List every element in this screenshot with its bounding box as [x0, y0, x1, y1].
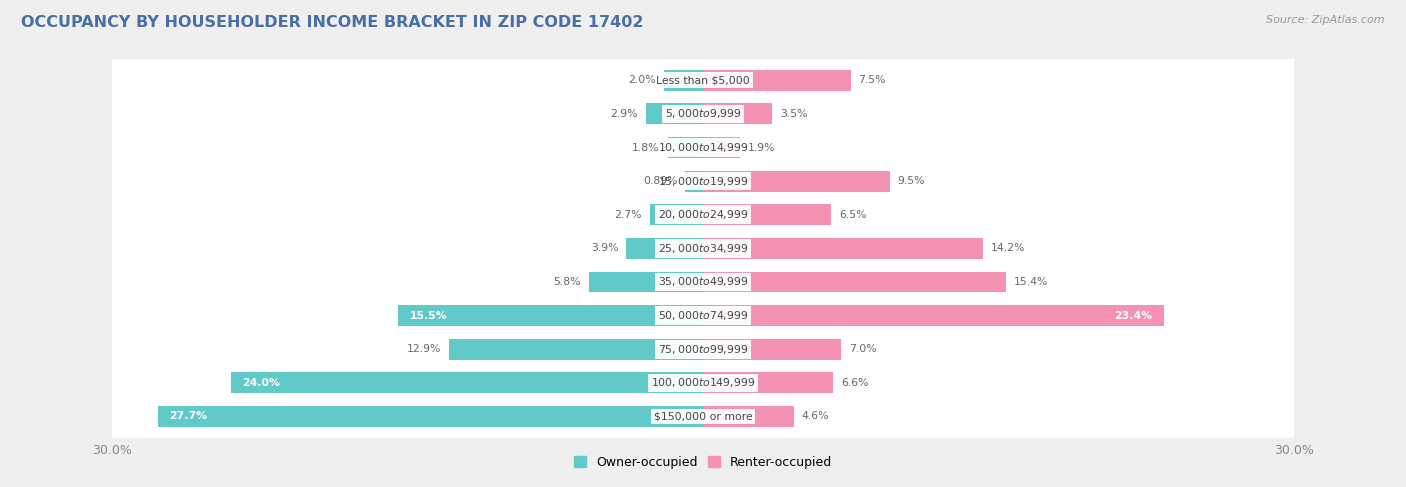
- Text: $25,000 to $34,999: $25,000 to $34,999: [658, 242, 748, 255]
- Text: $20,000 to $24,999: $20,000 to $24,999: [658, 208, 748, 221]
- Bar: [398, 305, 703, 326]
- Text: $75,000 to $99,999: $75,000 to $99,999: [658, 343, 748, 356]
- Bar: [703, 272, 1007, 292]
- Bar: [703, 373, 832, 393]
- Text: 2.0%: 2.0%: [628, 75, 655, 85]
- Text: 3.5%: 3.5%: [780, 109, 807, 119]
- Text: 2.7%: 2.7%: [614, 210, 643, 220]
- Text: 15.4%: 15.4%: [1014, 277, 1049, 287]
- Bar: [668, 137, 703, 158]
- Bar: [686, 171, 703, 191]
- Text: Less than $5,000: Less than $5,000: [657, 75, 749, 85]
- Text: $150,000 or more: $150,000 or more: [654, 412, 752, 421]
- Text: 23.4%: 23.4%: [1114, 311, 1152, 320]
- Bar: [650, 205, 703, 225]
- FancyBboxPatch shape: [100, 93, 1306, 135]
- Bar: [703, 171, 890, 191]
- Bar: [645, 103, 703, 124]
- Bar: [703, 103, 772, 124]
- FancyBboxPatch shape: [100, 227, 1306, 269]
- Bar: [703, 406, 793, 427]
- Text: 4.6%: 4.6%: [801, 412, 830, 421]
- Text: Source: ZipAtlas.com: Source: ZipAtlas.com: [1267, 15, 1385, 25]
- Text: 12.9%: 12.9%: [406, 344, 441, 354]
- FancyBboxPatch shape: [100, 126, 1306, 169]
- Bar: [231, 373, 703, 393]
- Text: 1.9%: 1.9%: [748, 143, 776, 152]
- Text: 7.0%: 7.0%: [849, 344, 876, 354]
- Bar: [703, 137, 741, 158]
- Text: 9.5%: 9.5%: [898, 176, 925, 186]
- Text: OCCUPANCY BY HOUSEHOLDER INCOME BRACKET IN ZIP CODE 17402: OCCUPANCY BY HOUSEHOLDER INCOME BRACKET …: [21, 15, 644, 30]
- Bar: [703, 339, 841, 359]
- Bar: [703, 305, 1164, 326]
- Text: 6.5%: 6.5%: [839, 210, 866, 220]
- Text: 15.5%: 15.5%: [409, 311, 447, 320]
- Text: $10,000 to $14,999: $10,000 to $14,999: [658, 141, 748, 154]
- FancyBboxPatch shape: [100, 261, 1306, 303]
- Legend: Owner-occupied, Renter-occupied: Owner-occupied, Renter-occupied: [568, 451, 838, 474]
- Text: 7.5%: 7.5%: [859, 75, 886, 85]
- FancyBboxPatch shape: [100, 59, 1306, 101]
- Text: $100,000 to $149,999: $100,000 to $149,999: [651, 376, 755, 389]
- Text: $35,000 to $49,999: $35,000 to $49,999: [658, 276, 748, 288]
- Text: 3.9%: 3.9%: [591, 244, 619, 253]
- Bar: [703, 70, 851, 91]
- Bar: [449, 339, 703, 359]
- Text: 5.8%: 5.8%: [554, 277, 581, 287]
- Text: $15,000 to $19,999: $15,000 to $19,999: [658, 175, 748, 187]
- Text: 2.9%: 2.9%: [610, 109, 638, 119]
- Text: 27.7%: 27.7%: [170, 412, 208, 421]
- FancyBboxPatch shape: [100, 193, 1306, 236]
- FancyBboxPatch shape: [100, 395, 1306, 438]
- Bar: [157, 406, 703, 427]
- FancyBboxPatch shape: [100, 328, 1306, 371]
- Bar: [664, 70, 703, 91]
- FancyBboxPatch shape: [100, 362, 1306, 404]
- Bar: [626, 238, 703, 259]
- Text: 1.8%: 1.8%: [633, 143, 659, 152]
- FancyBboxPatch shape: [100, 160, 1306, 202]
- Text: 14.2%: 14.2%: [990, 244, 1025, 253]
- Text: $50,000 to $74,999: $50,000 to $74,999: [658, 309, 748, 322]
- Bar: [589, 272, 703, 292]
- Text: 6.6%: 6.6%: [841, 378, 869, 388]
- Text: 24.0%: 24.0%: [242, 378, 280, 388]
- Text: $5,000 to $9,999: $5,000 to $9,999: [665, 108, 741, 120]
- Bar: [703, 238, 983, 259]
- Text: 0.89%: 0.89%: [643, 176, 678, 186]
- FancyBboxPatch shape: [100, 295, 1306, 337]
- Bar: [703, 205, 831, 225]
